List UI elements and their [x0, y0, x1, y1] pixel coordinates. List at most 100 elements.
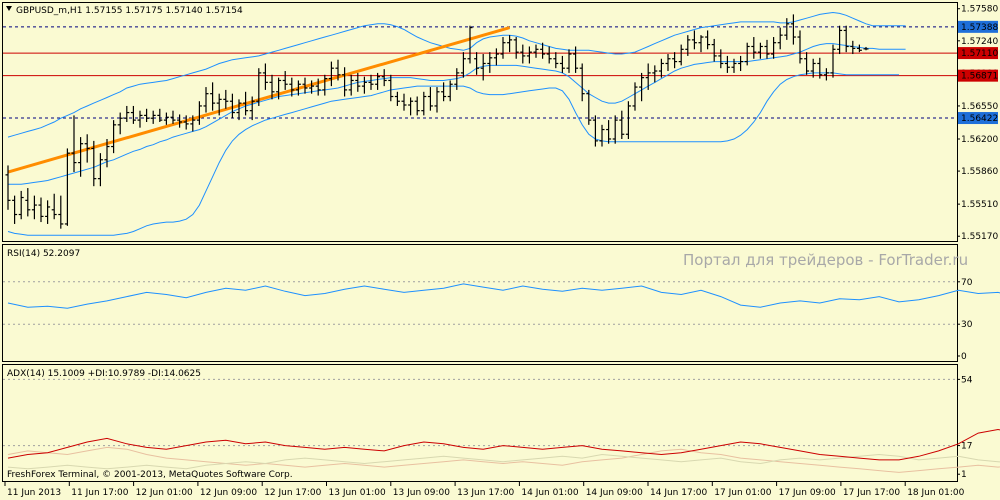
ohlc-bar: [361, 76, 367, 94]
ohlc-bar: [276, 77, 282, 100]
time-tick-label: 12 Jun 09:00: [200, 488, 257, 498]
ohlc-bar: [58, 195, 64, 229]
ohlc-bar: [480, 54, 486, 81]
rsi-tick-label: 30: [961, 320, 973, 330]
price-tick-label: 1.57240: [961, 37, 998, 47]
time-tick-label: 13 Jun 09:00: [393, 488, 450, 498]
time-tick-label: 17 Jun 17:00: [843, 488, 900, 498]
ohlc-bar: [124, 105, 130, 122]
ohlc-bar: [408, 97, 414, 116]
price-tick-label: 1.55170: [961, 232, 998, 242]
ohlc-bar: [738, 55, 744, 72]
ohlc-bar: [401, 93, 407, 111]
ohlc-bar: [460, 52, 466, 78]
ohlc-bar: [38, 197, 44, 223]
ohlc-bar: [474, 52, 480, 75]
ohlc-bar: [51, 193, 57, 220]
ohlc-bar: [698, 35, 704, 53]
ohlc-bar: [441, 82, 447, 102]
ohlc-bar: [612, 115, 618, 144]
rsi-panel: 70 30 0: [3, 278, 1000, 362]
ohlc-bar: [685, 35, 691, 56]
adx-tick-label: 17: [961, 442, 972, 452]
ohlc-bar: [817, 57, 823, 79]
ohlc-bar: [91, 140, 97, 187]
adx-panel: 54 17 1: [3, 375, 1000, 480]
ohlc-bar: [322, 74, 328, 96]
price-tick-label: 1.56200: [961, 135, 998, 145]
watermark: Портал для трейдеров - ForTrader.ru: [683, 251, 968, 269]
ohlc-bar: [757, 42, 763, 59]
ohlc-bar: [810, 58, 816, 78]
ohlc-bar: [711, 38, 717, 62]
ohlc-bar: [243, 91, 249, 116]
time-tick-label: 17 Jun 09:00: [779, 488, 836, 498]
ohlc-bar: [520, 44, 526, 64]
ohlc-bar: [705, 30, 711, 50]
ohlc-bar: [678, 44, 684, 66]
ohlc-bar: [216, 93, 222, 116]
ohlc-bar: [183, 115, 189, 130]
ohlc-bar: [797, 30, 803, 64]
ohlc-bar: [355, 72, 361, 92]
rsi-panel-frame: [2, 244, 958, 362]
ohlc-bar: [540, 42, 546, 59]
ohlc-bar: [507, 35, 513, 53]
level-box-label: 1.57110: [961, 49, 998, 59]
ohlc-bar: [196, 101, 202, 125]
price-tick-label: 1.57580: [961, 5, 998, 15]
ohlc-bar: [249, 96, 255, 121]
ohlc-bars: [5, 14, 869, 229]
time-axis: 11 Jun 2013 11 Jun 17:00 12 Jun 01:00 12 Ju…: [4, 482, 965, 498]
ohlc-bar: [229, 93, 235, 119]
rsi-tick-label: 70: [961, 278, 973, 288]
ohlc-bar: [546, 46, 552, 64]
ohlc-bar: [658, 58, 664, 78]
ohlc-bar: [619, 110, 625, 139]
time-tick-label: 14 Jun 01:00: [521, 488, 578, 498]
ohlc-bar: [137, 110, 143, 128]
ohlc-bar: [262, 63, 268, 90]
time-tick-label: 11 Jun 17:00: [71, 488, 128, 498]
band-lower-line: [7, 72, 899, 236]
ohlc-bar: [718, 49, 724, 69]
ohlc-bar: [447, 80, 453, 102]
main-chart-title: GBPUSD_m,H1 1.57155 1.57175 1.57140 1.57…: [16, 6, 243, 16]
ohlc-bar: [97, 153, 103, 187]
ohlc-bar: [632, 82, 638, 111]
ohlc-bar: [665, 54, 671, 72]
level-box-label: 1.56871: [961, 72, 998, 82]
ohlc-bar: [71, 115, 77, 173]
ohlc-bar: [513, 37, 519, 59]
adx-panel-frame: [2, 364, 958, 482]
ohlc-bar: [315, 78, 321, 96]
ohlc-bar: [269, 74, 275, 100]
ohlc-bar: [335, 59, 341, 81]
ohlc-bar: [573, 46, 579, 73]
ohlc-bar: [130, 105, 136, 124]
ohlc-bar: [500, 37, 506, 59]
collapse-triangle-icon[interactable]: [6, 6, 12, 11]
ohlc-bar: [104, 138, 110, 168]
ohlc-bar: [850, 40, 856, 55]
ohlc-bar: [144, 108, 150, 122]
level-price-boxes: 1.57388 1.57110 1.56871 1.56422: [958, 20, 998, 125]
ohlc-bar: [84, 134, 90, 163]
ohlc-bar: [348, 74, 354, 96]
ohlc-bar: [190, 115, 196, 132]
ohlc-bar: [863, 46, 869, 51]
ohlc-bar: [157, 108, 163, 122]
ohlc-bar: [414, 96, 420, 116]
ohlc-bar: [592, 115, 598, 147]
time-tick-label: 12 Jun 17:00: [264, 488, 321, 498]
ohlc-bar: [210, 82, 216, 111]
ohlc-bar: [856, 44, 862, 53]
terminal-footer: FreshForex Terminal, © 2001-2013, MetaQu…: [7, 470, 293, 480]
ohlc-bar: [606, 120, 612, 144]
ohlc-bar: [421, 91, 427, 116]
ohlc-bar: [467, 25, 473, 64]
ohlc-bar: [375, 72, 381, 90]
ohlc-bar: [804, 52, 810, 75]
adx-line: [7, 428, 1000, 461]
